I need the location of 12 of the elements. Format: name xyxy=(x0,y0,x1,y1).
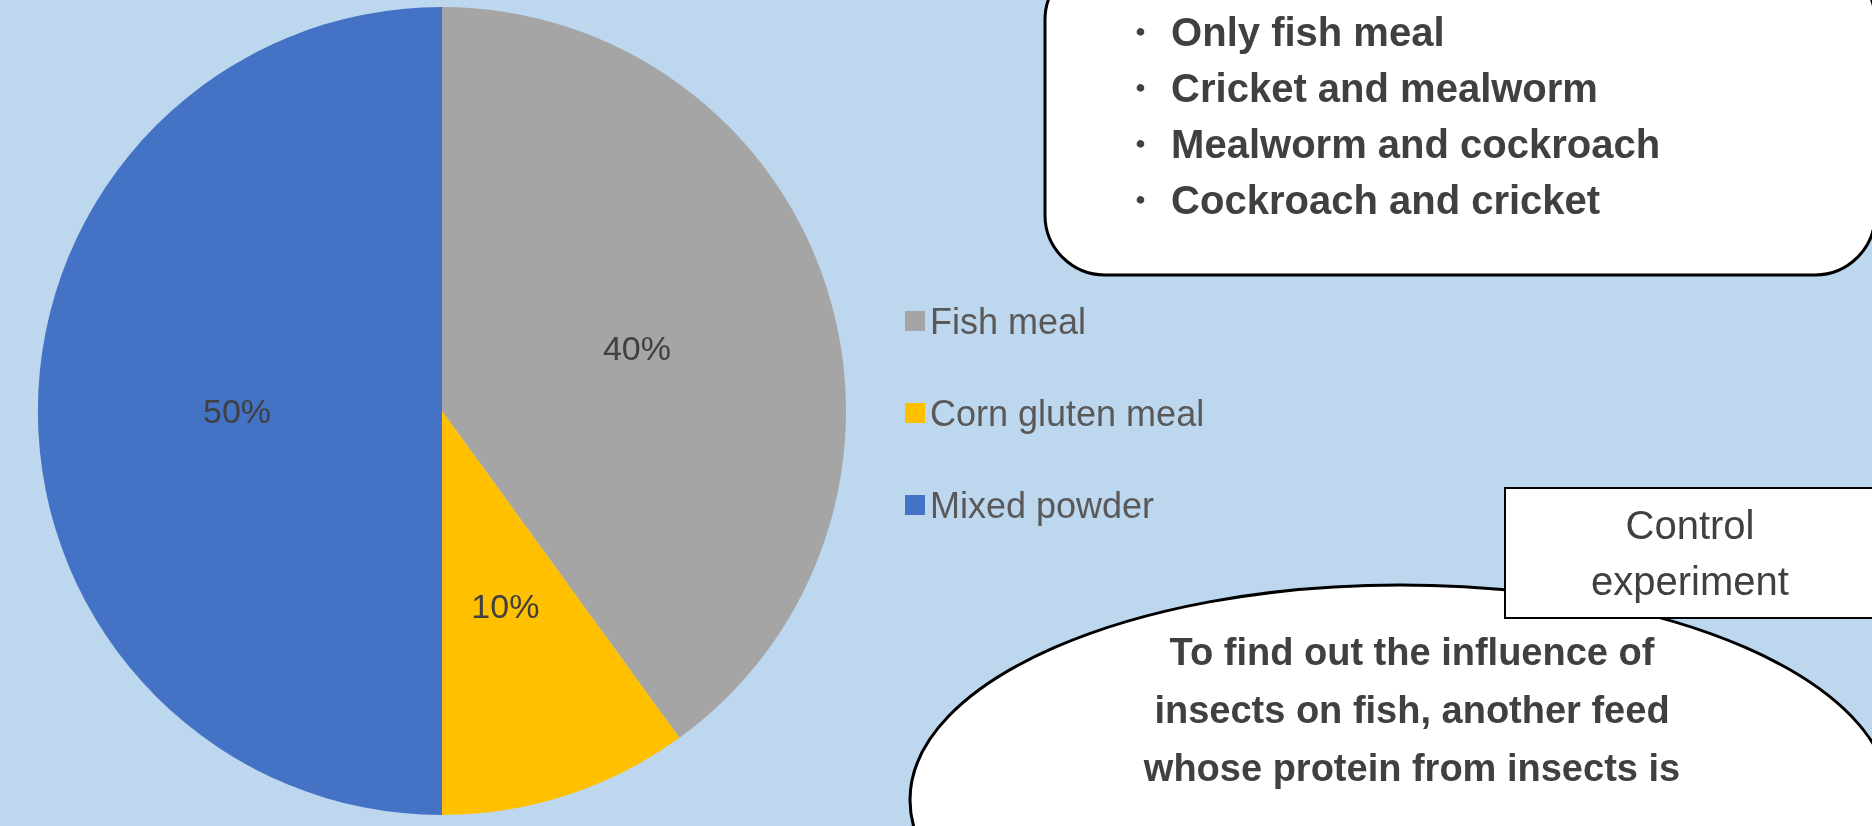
legend-label: Mixed powder xyxy=(930,484,1155,526)
legend-label: Fish meal xyxy=(930,300,1087,342)
data-label: 40% xyxy=(602,328,671,367)
text: ・ Cockroach and cricket xyxy=(1120,178,1601,222)
text: To find out the influence of insects on fish, another feed whose protein from insects is xyxy=(1142,631,1681,789)
text: ・ Mealworm and cockroach xyxy=(1120,122,1661,166)
data-label: 10% xyxy=(471,586,540,625)
text: Control experiment xyxy=(1591,503,1789,603)
data-label: 50% xyxy=(202,392,272,430)
text: ・ Only fish meal xyxy=(1120,10,1445,54)
text: ・ Cricket and mealworm xyxy=(1120,66,1598,110)
legend-label: Corn gluten meal xyxy=(930,392,1205,434)
